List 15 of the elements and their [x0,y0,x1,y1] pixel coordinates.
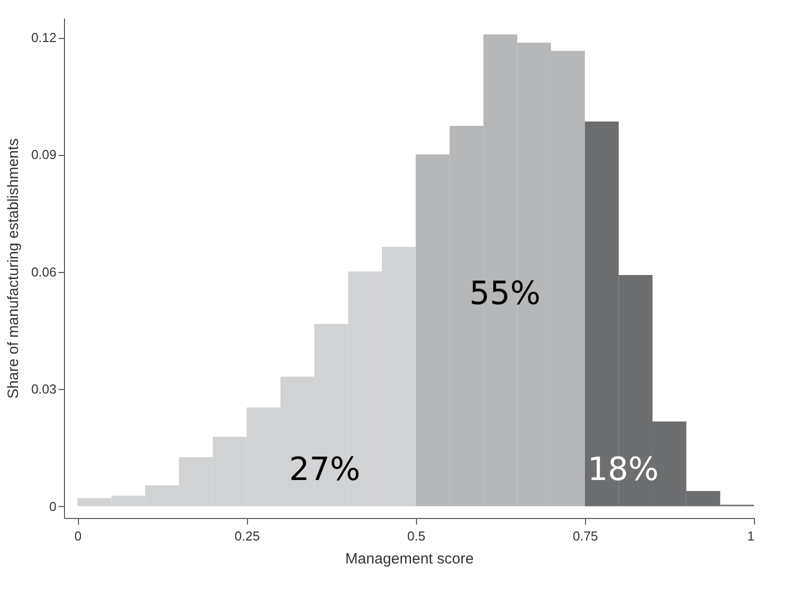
y-tick-label: 0 [49,498,56,514]
x-axis-title: Management score [345,550,474,568]
annotation: 18% [588,450,659,488]
y-tick-label: 0.06 [31,264,56,280]
y-tick-label: 0.12 [31,30,56,46]
annotation: 55% [469,274,541,312]
annotation: 27% [289,450,360,488]
x-tick-label: 0.75 [572,528,598,544]
x-tick-label: 0.25 [234,528,260,544]
y-tick-label: 0.09 [31,147,56,162]
y-axis-title: Share of manufacturing establishments [5,138,22,399]
x-tick-label: 1 [747,528,754,544]
x-tick-label: 0.5 [407,528,426,544]
y-tick-label: 0.03 [31,382,56,397]
x-tick-label: 0 [74,528,82,544]
